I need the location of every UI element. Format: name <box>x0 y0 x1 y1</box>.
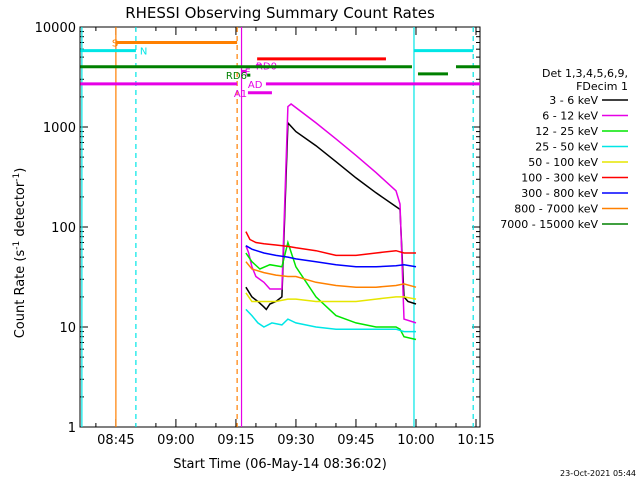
legend-entry-label: 12 - 25 keV <box>535 125 598 138</box>
x-tick-label: 09:45 <box>337 433 374 448</box>
x-tick-label: 09:15 <box>217 433 254 448</box>
y-axis-label-mid: detector <box>13 181 28 241</box>
flag-label: N <box>140 47 147 58</box>
flag-label: AD <box>248 80 263 91</box>
legend-entry-label: 800 - 7000 keV <box>514 203 598 216</box>
x-axis-label: Start Time (06-May-14 08:36:02) <box>173 457 387 472</box>
y-tick-label: 1000 <box>43 121 76 136</box>
legend-header: Det 1,3,4,5,6,9, <box>542 67 628 80</box>
legend: Det 1,3,4,5,6,9,FDecim 13 - 6 keV 6 - 12 … <box>500 67 628 231</box>
flag-label: A1 <box>234 89 247 100</box>
series-line <box>245 103 417 324</box>
y-tick-label: 10000 <box>35 21 76 36</box>
legend-entry-label: 6 - 12 keV <box>542 110 598 123</box>
series-line <box>245 239 417 341</box>
series-line <box>245 261 417 288</box>
chart-title: RHESSI Observing Summary Count Rates <box>125 4 435 22</box>
x-tick-label: 10:15 <box>457 433 494 448</box>
flag-label: S <box>112 38 118 49</box>
y-tick-label: 100 <box>51 221 76 236</box>
flag-label: RD6 <box>226 71 247 82</box>
x-tick-label: 08:45 <box>97 433 134 448</box>
plot-area: 08:45 09:00 09:15 09:30 09:45 10:00 10:15 1 10 10… <box>35 21 495 448</box>
series-line <box>245 292 417 303</box>
legend-entry-label: 25 - 50 keV <box>535 141 598 154</box>
legend-entry-label: 100 - 300 keV <box>521 172 598 185</box>
y-tick-label: 1 <box>68 421 76 436</box>
legend-header: FDecim 1 <box>576 80 628 93</box>
legend-entry-label: 3 - 6 keV <box>549 94 598 107</box>
y-axis-label-end: ) <box>13 168 28 173</box>
legend-entry-label: 7000 - 15000 keV <box>500 218 598 231</box>
legend-entry-label: 50 - 100 keV <box>528 156 598 169</box>
x-tick-label: 09:00 <box>157 433 194 448</box>
y-axis-label: Count Rate (s-1 detector-1) <box>12 168 28 339</box>
x-tick-label: 10:00 <box>397 433 434 448</box>
series-line <box>245 245 417 268</box>
series-line <box>245 308 416 333</box>
footer-timestamp: 23-Oct-2021 05:44 <box>560 469 636 478</box>
y-axis-label-main: Count Rate (s <box>13 250 28 339</box>
flag-label: F <box>245 67 251 78</box>
y-tick-label: 10 <box>59 321 76 336</box>
y-axis-label-sup2: -1 <box>12 173 22 182</box>
x-tick-label: 09:30 <box>277 433 314 448</box>
legend-entry-label: 300 - 800 keV <box>521 187 598 200</box>
y-axis-label-sup1: -1 <box>12 241 22 250</box>
series-line <box>245 231 416 257</box>
